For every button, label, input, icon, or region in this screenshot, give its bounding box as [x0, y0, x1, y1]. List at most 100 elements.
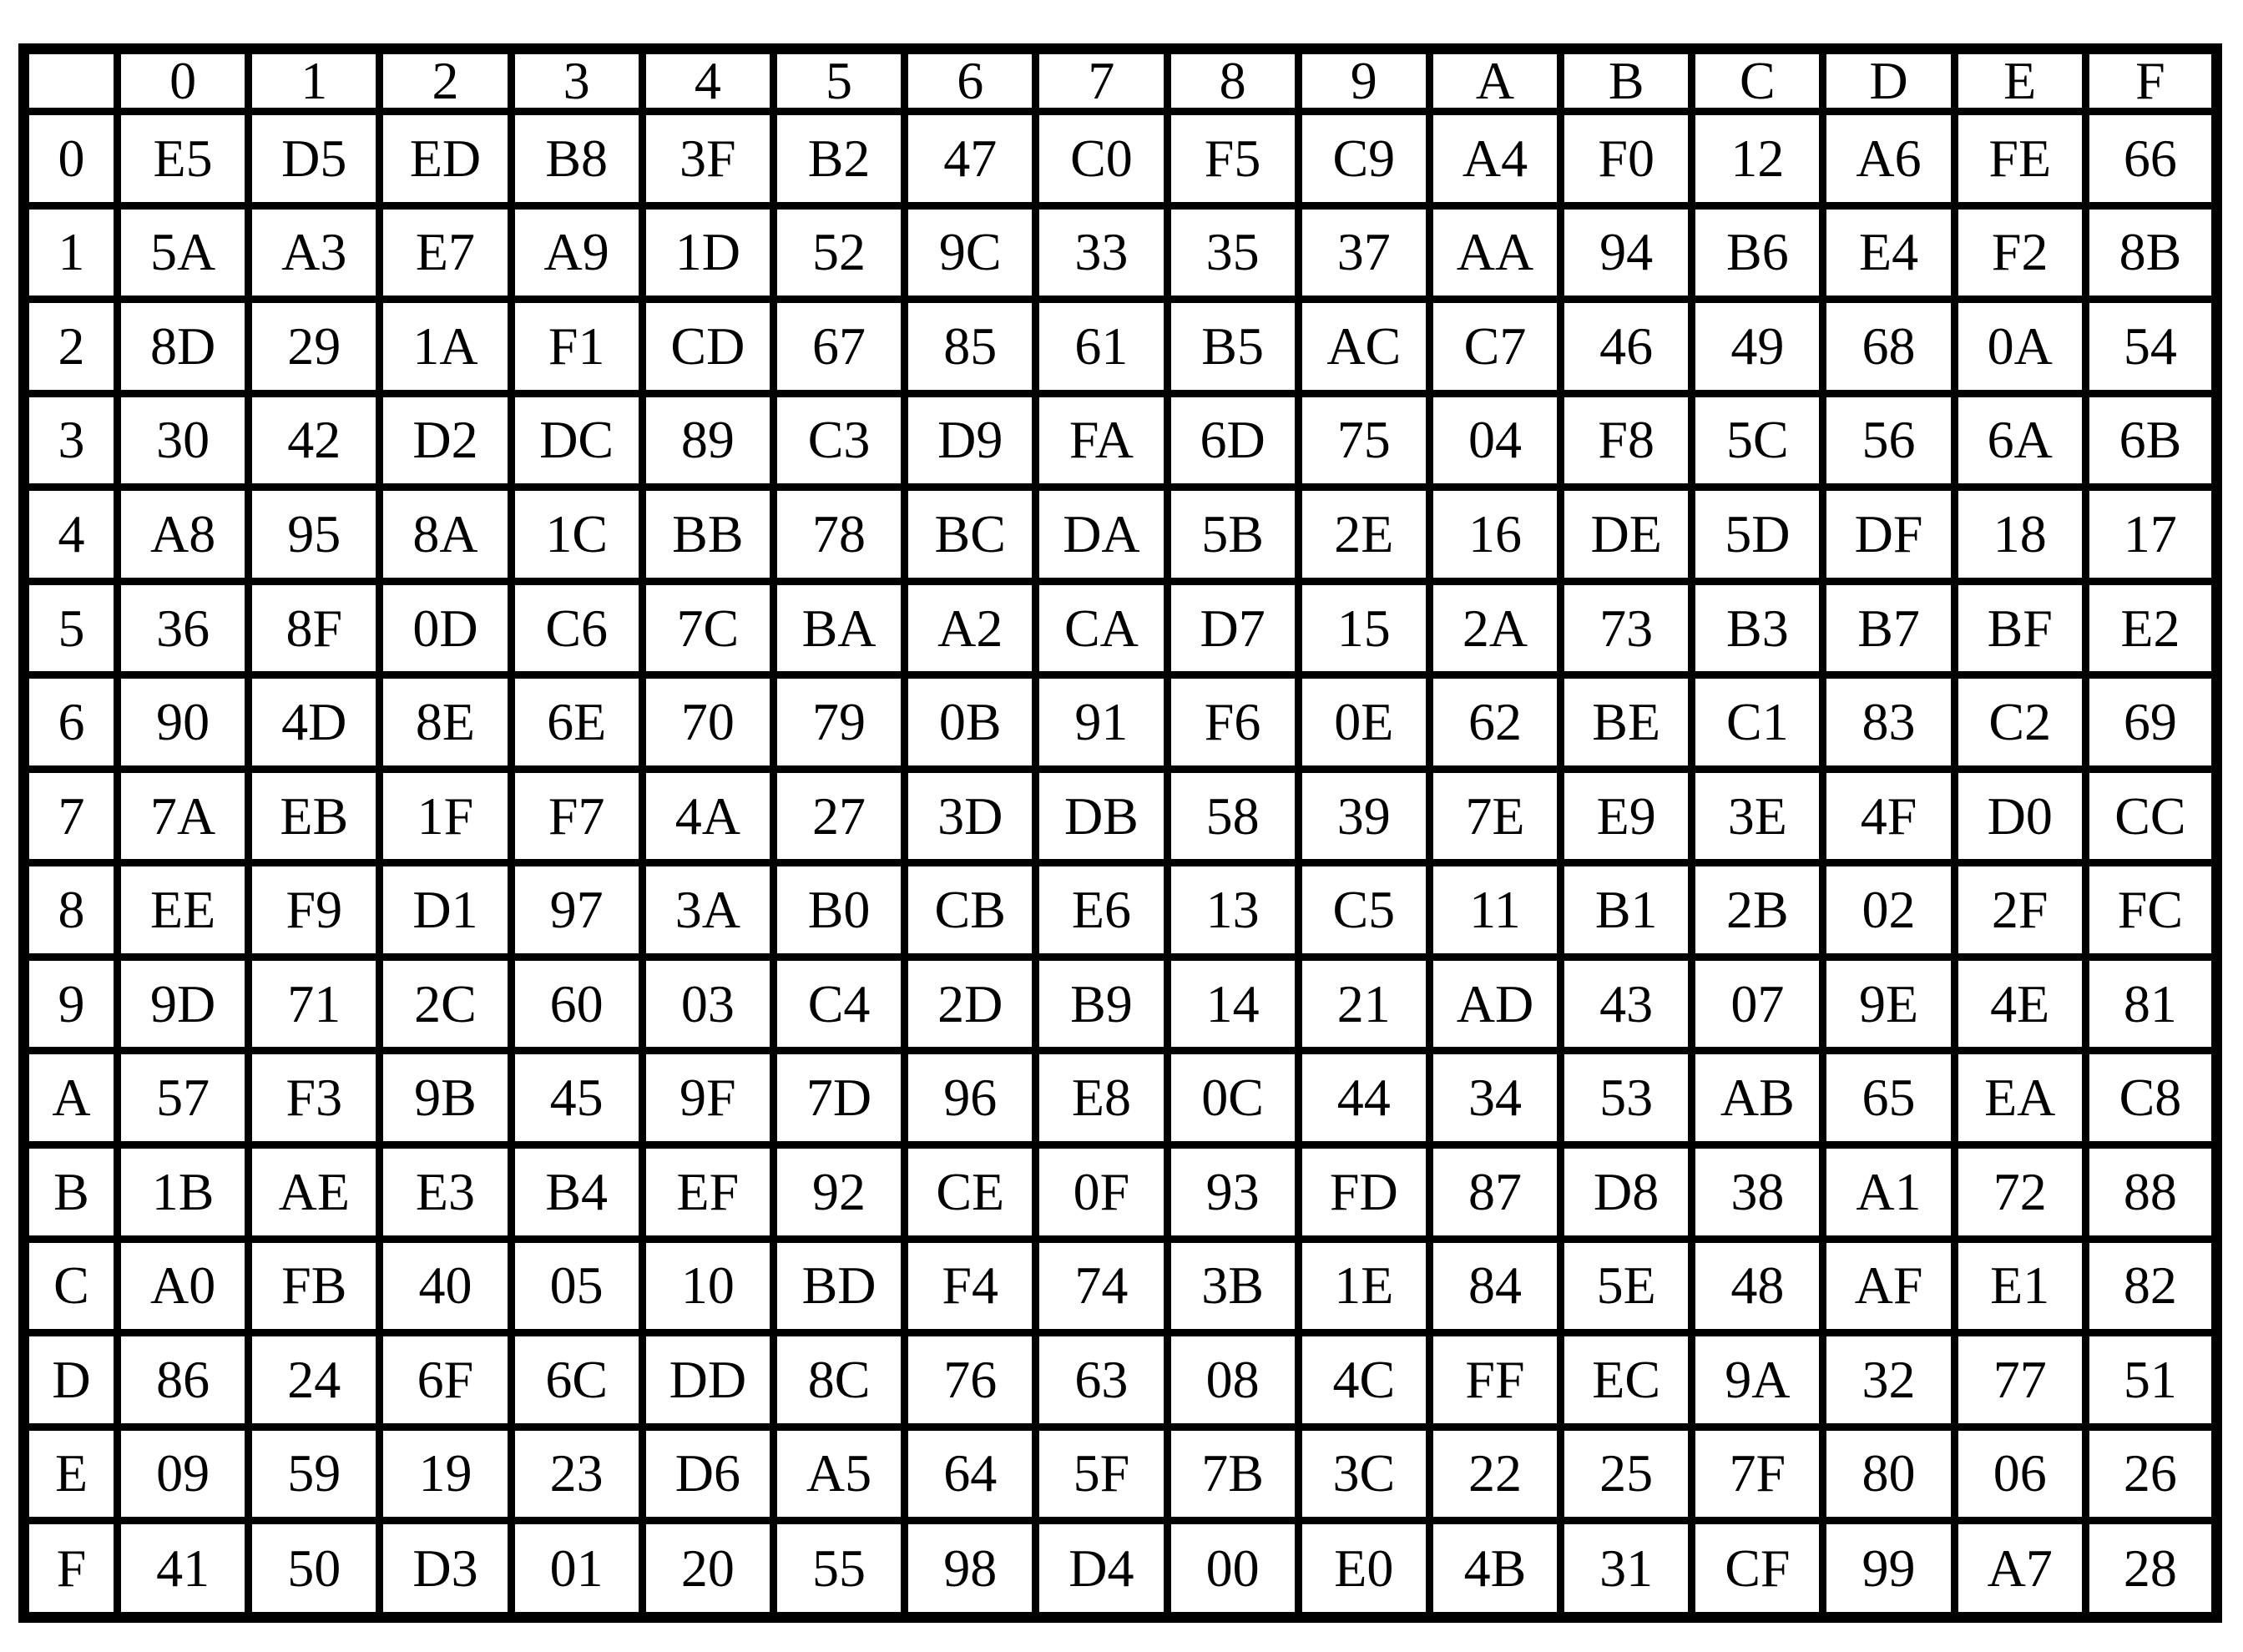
table-cell-r6-c6: 0B — [901, 671, 1040, 773]
table-cell-r5-c6: A2 — [901, 577, 1040, 679]
table-cell-r9-c14: 4E — [1950, 952, 2089, 1055]
table-cell-r7-c2: 1F — [376, 765, 515, 867]
table-cell-r13-c12: 9A — [1688, 1329, 1827, 1431]
table-cell-r14-c9: 3C — [1294, 1422, 1433, 1525]
table-cell-r11-c11: D8 — [1557, 1141, 1696, 1243]
table-cell-r2-c9: AC — [1294, 296, 1433, 397]
table-cell-r5-c12: B3 — [1688, 577, 1827, 679]
table-cell-r12-c11: 5E — [1557, 1235, 1696, 1337]
table-cell-r0-c10: A4 — [1425, 108, 1565, 210]
table-cell-r6-c8: F6 — [1163, 671, 1302, 773]
row-header-2: 2 — [20, 296, 121, 397]
table-cell-r0-c4: 3F — [638, 108, 777, 210]
table-cell-r2-c0: 8D — [113, 296, 253, 397]
table-cell-r12-c8: 3B — [1163, 1235, 1302, 1337]
table-cell-r1-c11: 94 — [1557, 201, 1696, 304]
table-cell-r8-c15: FC — [2081, 859, 2221, 961]
row-header-14: E — [20, 1422, 121, 1525]
table-cell-r2-c1: 29 — [245, 296, 384, 397]
table-cell-r14-c10: 22 — [1425, 1422, 1565, 1525]
table-cell-r6-c13: 83 — [1819, 671, 1958, 773]
table-cell-r4-c9: 2E — [1294, 483, 1433, 585]
table-cell-r2-c3: F1 — [507, 296, 646, 397]
table-cell-r1-c15: 8B — [2081, 201, 2221, 304]
table-cell-r5-c13: B7 — [1819, 577, 1958, 679]
table-row-6: 6 90 4D 8E 6E 70 79 0B 91 F6 0E 62 BE C1 83 C2 69 — [20, 671, 2221, 773]
table-cell-r0-c6: 47 — [901, 108, 1040, 210]
column-header-5: 5 — [769, 45, 909, 115]
table-cell-r1-c13: E4 — [1819, 201, 1958, 304]
table-cell-r6-c14: C2 — [1950, 671, 2089, 773]
table-cell-r9-c9: 21 — [1294, 952, 1433, 1055]
table-row-4: 4 A8 95 8A 1C BB 78 BC DA 5B 2E 16 DE 5D DF 18 17 — [20, 483, 2221, 585]
table-cell-r5-c5: BA — [769, 577, 909, 679]
table-cell-r11-c2: E3 — [376, 1141, 515, 1243]
table-cell-r14-c4: D6 — [638, 1422, 777, 1525]
table-cell-r14-c5: A5 — [769, 1422, 909, 1525]
column-header-14: E — [1950, 45, 2089, 115]
table-cell-r5-c14: BF — [1950, 577, 2089, 679]
table-cell-r9-c1: 71 — [245, 952, 384, 1055]
table-cell-r15-c7: D4 — [1032, 1517, 1171, 1621]
table-cell-r1-c6: 9C — [901, 201, 1040, 304]
table-cell-r1-c4: 1D — [638, 201, 777, 304]
table-cell-r3-c8: 6D — [1163, 389, 1302, 492]
table-cell-r1-c5: 52 — [769, 201, 909, 304]
table-row-13: D 86 24 6F 6C DD 8C 76 63 08 4C FF EC 9A 32 77 51 — [20, 1329, 2221, 1431]
table-cell-r6-c7: 91 — [1032, 671, 1171, 773]
table-cell-r14-c12: 7F — [1688, 1422, 1827, 1525]
row-header-9: 9 — [20, 952, 121, 1055]
table-cell-r14-c14: 06 — [1950, 1422, 2089, 1525]
table-cell-r5-c7: CA — [1032, 577, 1171, 679]
table-row-14: E 09 59 19 23 D6 A5 64 5F 7B 3C 22 25 7F 80 06 26 — [20, 1422, 2221, 1525]
table-cell-r9-c7: B9 — [1032, 952, 1171, 1055]
table-cell-r10-c3: 45 — [507, 1047, 646, 1149]
table-row-8: 8 EE F9 D1 97 3A B0 CB E6 13 C5 11 B1 2B 02 2F FC — [20, 859, 2221, 961]
table-cell-r4-c12: 5D — [1688, 483, 1827, 585]
table-cell-r4-c5: 78 — [769, 483, 909, 585]
table-cell-r8-c9: C5 — [1294, 859, 1433, 961]
table-cell-r4-c14: 18 — [1950, 483, 2089, 585]
table-cell-r15-c3: 01 — [507, 1517, 646, 1621]
table-cell-r7-c6: 3D — [901, 765, 1040, 867]
table-cell-r2-c11: 46 — [1557, 296, 1696, 397]
table-cell-r10-c8: 0C — [1163, 1047, 1302, 1149]
table-cell-r8-c13: 02 — [1819, 859, 1958, 961]
table-cell-r12-c4: 10 — [638, 1235, 777, 1337]
table-cell-r12-c13: AF — [1819, 1235, 1958, 1337]
table-cell-r10-c9: 44 — [1294, 1047, 1433, 1149]
table-body: 0 E5 D5 ED B8 3F B2 47 C0 F5 C9 A4 F0 12 A6 FE 66 1 5A A3 E7… — [20, 108, 2221, 1621]
table-cell-r0-c5: B2 — [769, 108, 909, 210]
table-cell-r10-c2: 9B — [376, 1047, 515, 1149]
table-cell-r11-c14: 72 — [1950, 1141, 2089, 1243]
table-cell-r11-c4: EF — [638, 1141, 777, 1243]
table-cell-r12-c9: 1E — [1294, 1235, 1433, 1337]
table-cell-r8-c12: 2B — [1688, 859, 1827, 961]
column-header-3: 3 — [507, 45, 646, 115]
table-cell-r7-c7: DB — [1032, 765, 1171, 867]
corner-cell — [20, 45, 121, 115]
table-cell-r7-c15: CC — [2081, 765, 2221, 867]
table-cell-r10-c15: C8 — [2081, 1047, 2221, 1149]
table-cell-r4-c13: DF — [1819, 483, 1958, 585]
column-header-15: F — [2081, 45, 2221, 115]
table-cell-r2-c12: 49 — [1688, 296, 1827, 397]
table-cell-r2-c8: B5 — [1163, 296, 1302, 397]
table-cell-r9-c11: 43 — [1557, 952, 1696, 1055]
column-header-13: D — [1819, 45, 1958, 115]
column-header-4: 4 — [638, 45, 777, 115]
table-cell-r2-c14: 0A — [1950, 296, 2089, 397]
table-cell-r5-c15: E2 — [2081, 577, 2221, 679]
table-cell-r7-c0: 7A — [113, 765, 253, 867]
table-cell-r2-c7: 61 — [1032, 296, 1171, 397]
table-cell-r0-c1: D5 — [245, 108, 384, 210]
table-cell-r12-c6: F4 — [901, 1235, 1040, 1337]
table-cell-r6-c5: 79 — [769, 671, 909, 773]
table-row-5: 5 36 8F 0D C6 7C BA A2 CA D7 15 2A 73 B3 B7 BF E2 — [20, 577, 2221, 679]
table-cell-r13-c8: 08 — [1163, 1329, 1302, 1431]
table-cell-r15-c12: CF — [1688, 1517, 1827, 1621]
table-cell-r3-c14: 6A — [1950, 389, 2089, 492]
